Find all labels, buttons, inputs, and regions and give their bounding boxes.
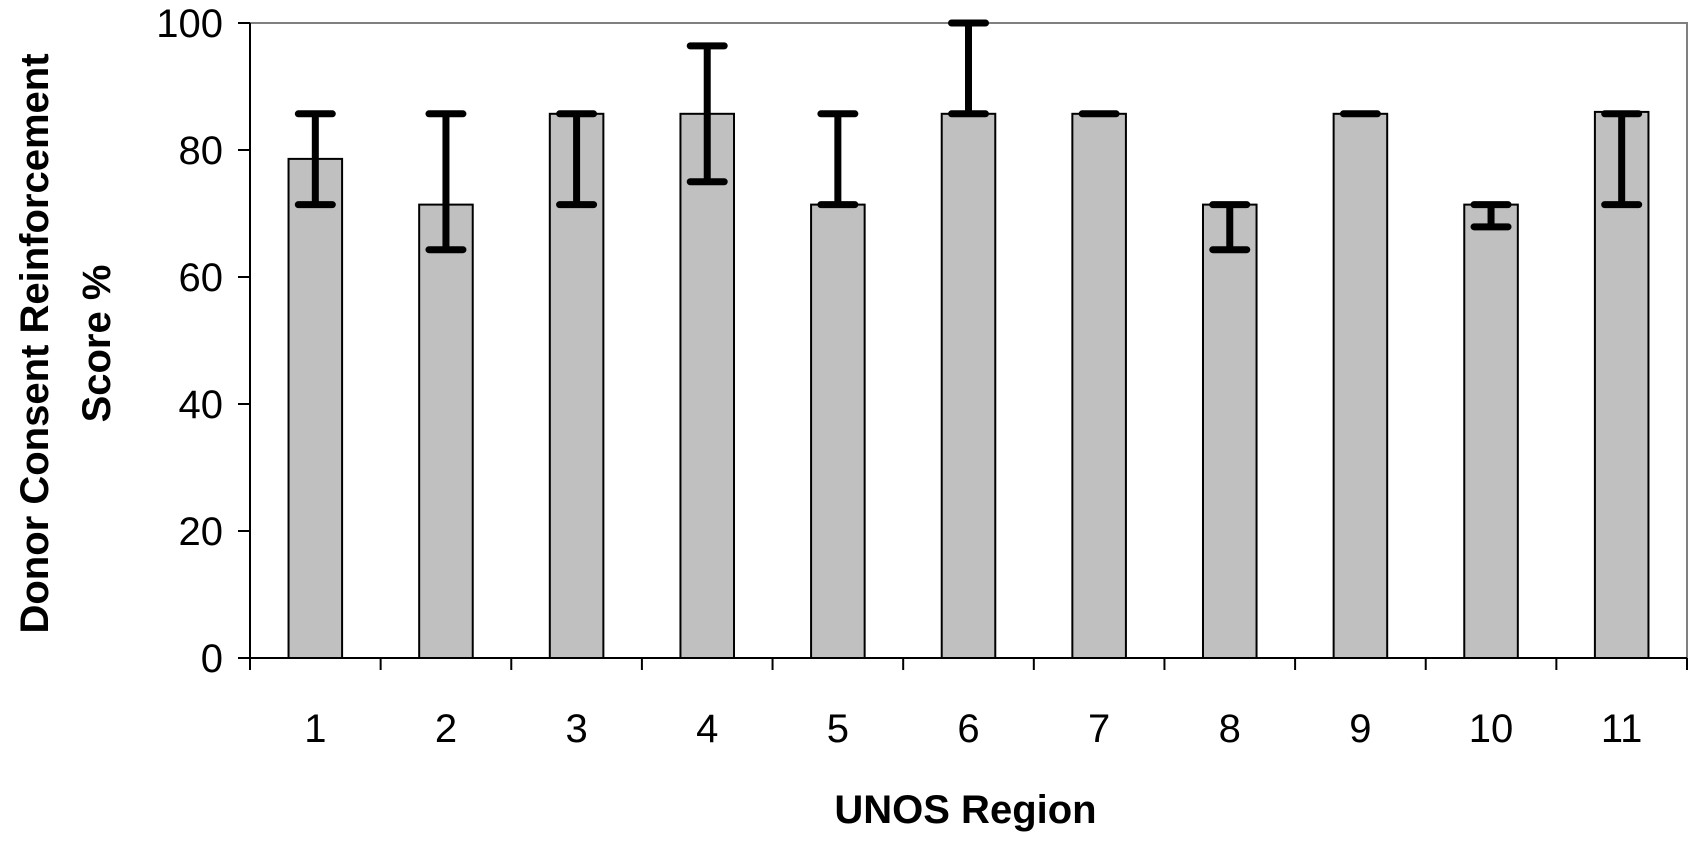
y-tick-label-100: 100 xyxy=(156,2,223,46)
bar-region-7 xyxy=(1071,112,1127,660)
bar-region-6 xyxy=(940,112,997,660)
y-axis-title-line-1: Donor Consent Reinforcement xyxy=(13,53,57,633)
x-tick-label-4: 4 xyxy=(696,707,718,751)
x-tick-label-9: 9 xyxy=(1349,707,1371,751)
bar-region-8 xyxy=(1201,203,1258,660)
error-bar-region-1 xyxy=(294,110,336,209)
error-bar-region-6 xyxy=(948,19,989,118)
y-tick-label-20: 20 xyxy=(179,510,224,554)
y-tick-label-60: 60 xyxy=(179,256,224,300)
x-tick-label-3: 3 xyxy=(565,707,587,751)
plot-frame xyxy=(250,22,1688,658)
y-axis-title-line-2: Score % xyxy=(75,265,119,423)
x-axis-title: UNOS Region xyxy=(834,788,1096,832)
x-tick-label-8: 8 xyxy=(1219,707,1241,751)
y-axis-title-group: Donor Consent Reinforcement Score % xyxy=(13,53,119,633)
error-bar-region-10 xyxy=(1470,201,1512,231)
bar-region-1 xyxy=(287,157,344,659)
x-tick-label-11: 11 xyxy=(1601,707,1643,751)
bar-region-5 xyxy=(810,203,866,660)
x-tick-label-10: 10 xyxy=(1469,707,1514,751)
bar-region-9 xyxy=(1332,112,1389,660)
bar-region-10 xyxy=(1463,203,1519,660)
error-bar-region-3 xyxy=(556,110,598,209)
error-bar-region-5 xyxy=(817,110,859,209)
error-bar-region-11 xyxy=(1601,110,1643,209)
bar-region-2 xyxy=(418,203,474,660)
error-bar-region-2 xyxy=(425,110,467,254)
x-tick-label-6: 6 xyxy=(957,707,979,751)
x-tick-label-5: 5 xyxy=(827,707,849,751)
bar-region-4 xyxy=(679,112,736,660)
y-tick-label-40: 40 xyxy=(179,383,224,427)
x-tick-label-7: 7 xyxy=(1088,707,1110,751)
error-bar-region-8 xyxy=(1209,201,1251,254)
y-tick-label-0: 0 xyxy=(201,637,223,681)
error-bar-region-4 xyxy=(686,42,728,186)
x-tick-label-2: 2 xyxy=(435,707,457,751)
x-tick-label-1: 1 xyxy=(304,707,326,751)
y-tick-label-80: 80 xyxy=(179,129,224,173)
